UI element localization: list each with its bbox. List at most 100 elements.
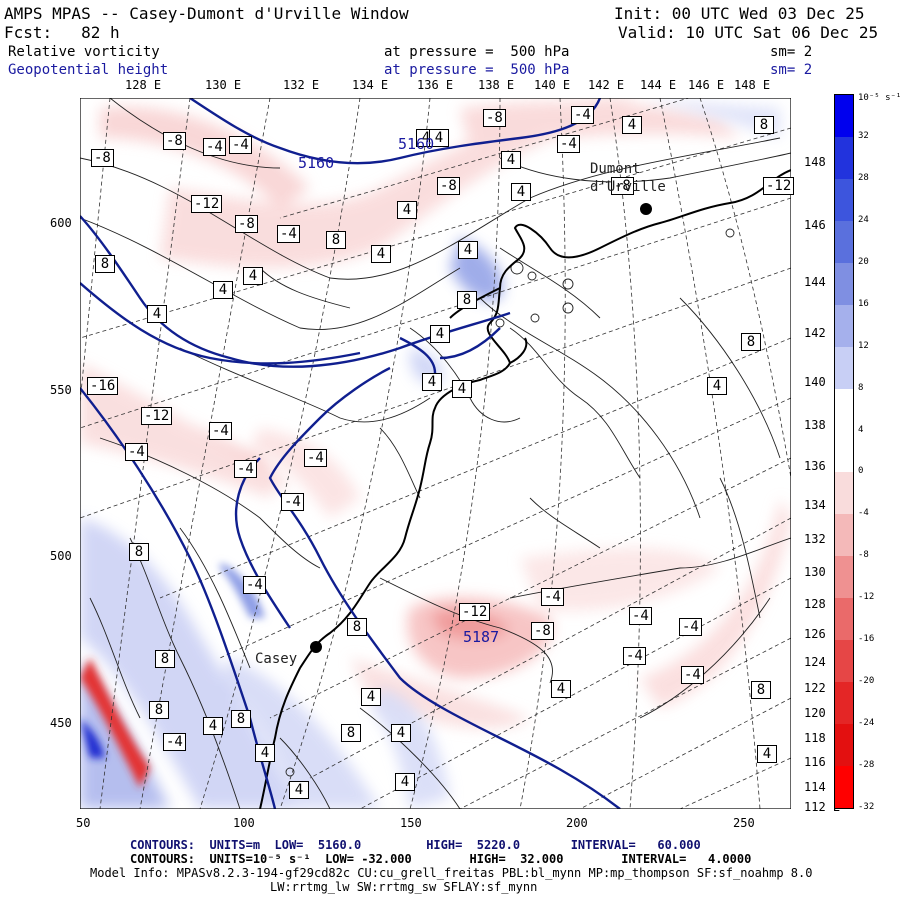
colorbar-label: 0	[858, 466, 864, 477]
colorbar-segment	[835, 388, 853, 432]
vorticity-contour-label: -4	[229, 136, 252, 154]
vorticity-contour-label: -4	[679, 618, 702, 636]
vorticity-contour-label: -8	[483, 109, 506, 127]
vorticity-contour-label: 8	[326, 231, 346, 249]
colorbar-segment	[835, 430, 853, 473]
colorbar-segment	[835, 724, 853, 767]
vorticity-contour-label: 8	[754, 116, 774, 134]
top-longitude-label: 142 E	[588, 78, 625, 92]
colorbar-label: -12	[858, 592, 875, 603]
colorbar-label: -24	[858, 718, 875, 729]
height-label: 5160	[398, 135, 435, 153]
colorbar-label: 24	[858, 214, 869, 225]
vorticity-contour-label: 8	[95, 255, 115, 273]
top-longitude-label: 128 E	[125, 78, 162, 92]
colorbar-label: 32	[858, 130, 869, 141]
valid-time: Valid: 10 UTC Sat 06 Dec 25	[618, 23, 879, 42]
forecast-hour: Fcst: 82 h	[4, 23, 120, 42]
vorticity-contour-label: -4	[541, 588, 564, 606]
x-axis-label: 150	[400, 816, 422, 830]
vorticity-contour-label: 4	[429, 129, 449, 147]
vorticity-contour-label: 8	[231, 710, 251, 728]
casey-station-marker	[310, 641, 322, 653]
vorticity-contour-label: -4	[557, 135, 580, 153]
top-longitude-label: 130 E	[205, 78, 242, 92]
colorbar-label: -16	[858, 634, 875, 645]
vorticity-contour-label: -8	[531, 622, 554, 640]
top-longitude-label: 134 E	[352, 78, 389, 92]
vorticity-contour-label: 8	[155, 650, 175, 668]
vorticity-contour-label: -4	[304, 449, 327, 467]
colorbar-segment	[835, 304, 853, 348]
dumont-durville-label: Dumont d'Urville	[590, 161, 666, 195]
colorbar-label: -28	[858, 760, 875, 771]
vorticity-contour-label: 4	[511, 183, 531, 201]
colorbar-segment	[835, 95, 853, 138]
vorticity-contour-label: 4	[501, 151, 521, 169]
colorbar-segment	[835, 682, 853, 725]
vorticity-contour-label: -8	[91, 149, 114, 167]
colorbar-label: 12	[858, 340, 869, 351]
colorbar-segment	[835, 556, 853, 599]
field1-smoothing: sm= 2	[770, 44, 813, 60]
vorticity-contour-label: 4	[203, 717, 223, 735]
colorbar-label: 4	[858, 424, 864, 435]
top-longitude-label: 144 E	[640, 78, 677, 92]
colorbar-label: 16	[858, 298, 869, 309]
x-axis-label: 250	[733, 816, 755, 830]
vorticity-contour-label: -4	[163, 733, 186, 751]
colorbar-segment	[835, 136, 853, 180]
vorticity-contour-label: 4	[361, 688, 381, 706]
colorbar-segment	[835, 262, 853, 306]
vorticity-contour-label: -16	[87, 377, 119, 395]
colorbar-segment	[835, 766, 853, 809]
vorticity-contour-label: 4	[707, 377, 727, 395]
colorbar	[834, 94, 854, 809]
vorticity-contour-label: -12	[763, 177, 795, 195]
vorticity-contour-label: -4	[281, 493, 304, 511]
dumont-durville-station-marker	[640, 203, 652, 215]
colorbar-segment	[835, 220, 853, 264]
vorticity-contour-label: -4	[277, 225, 300, 243]
vorticity-contour-label: 8	[149, 701, 169, 719]
footer-model-info: Model Info: MPASv8.2.3-194-gf29cd82c CU:…	[90, 866, 813, 880]
top-longitude-label: 148 E	[734, 78, 771, 92]
field1-level: at pressure = 500 hPa	[384, 44, 570, 60]
casey-label: Casey	[255, 651, 298, 667]
vorticity-contour-label: -4	[629, 607, 652, 625]
init-time: Init: 00 UTC Wed 03 Dec 25	[614, 4, 865, 23]
vorticity-contour-label: 4	[289, 781, 309, 799]
map-plot	[80, 98, 791, 809]
x-axis-label: 50	[76, 816, 91, 830]
vorticity-contour-label: 4	[757, 745, 777, 763]
top-longitude-label: 140 E	[534, 78, 571, 92]
vorticity-contour-label: 4	[458, 241, 478, 259]
colorbar-label: -8	[858, 550, 869, 561]
top-longitude-label: 146 E	[688, 78, 725, 92]
vorticity-contour-label: -8	[611, 177, 634, 195]
colorbar-label: -4	[858, 508, 869, 519]
field2-name: Geopotential height	[8, 62, 169, 78]
vorticity-contour-label: -4	[681, 666, 704, 684]
vorticity-contour-label: -8	[163, 132, 186, 150]
vorticity-contour-label: 8	[347, 618, 367, 636]
colorbar-label: 28	[858, 172, 869, 183]
top-longitude-label: 136 E	[417, 78, 454, 92]
vorticity-contour-label: 8	[129, 543, 149, 561]
y-axis-label: 600	[50, 216, 72, 230]
vorticity-contour-label: -4	[234, 460, 257, 478]
height-label: 5160	[298, 154, 335, 172]
colorbar-segment	[835, 346, 853, 390]
field2-smoothing: sm= 2	[770, 62, 813, 78]
footer-height-contours: CONTOURS: UNITS=m LOW= 5160.0 HIGH= 5220…	[130, 838, 701, 852]
vorticity-contour-label: 4	[452, 380, 472, 398]
colorbar-label: -32	[858, 802, 875, 812]
top-longitude-label: 132 E	[283, 78, 320, 92]
vorticity-contour-label: 4	[255, 744, 275, 762]
vorticity-contour-label: 4	[622, 116, 642, 134]
vorticity-contour-label: -8	[235, 215, 258, 233]
vorticity-contour-label: -4	[243, 576, 266, 594]
footer-physics-info: LW:rrtmg_lw SW:rrtmg_sw SFLAY:sf_mynn	[270, 880, 538, 894]
footer-vorticity-contours: CONTOURS: UNITS=10⁻⁵ s⁻¹ LOW= -32.000 HI…	[130, 852, 752, 866]
vorticity-contour-label: 8	[341, 724, 361, 742]
